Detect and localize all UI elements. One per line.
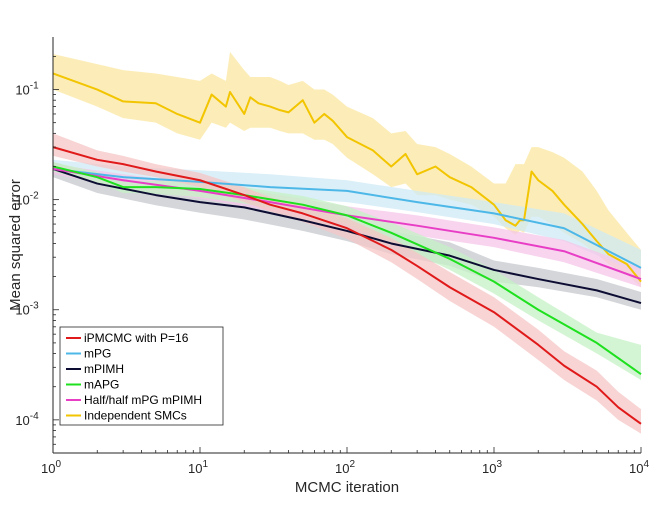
x-tick-label: 100	[41, 459, 61, 476]
y-tick-label: 10-3	[15, 301, 39, 318]
legend-label-mpg: mPG	[84, 347, 111, 361]
series-line-independent-smcs	[52, 72, 642, 283]
y-ticks: 10-4 10-3 10-2 10-1	[15, 55, 59, 454]
legend-label-mapg: mAPG	[84, 378, 119, 392]
legend-label-independent-smcs: Independent SMCs	[84, 409, 187, 423]
legend-label-half-half-mpg-mpimh: Half/half mPG mPIMH	[84, 393, 202, 407]
band-ipmcmc-with-p-16	[53, 133, 641, 434]
legend-label-mpimh: mPIMH	[84, 362, 124, 376]
x-tick-label: 101	[188, 459, 208, 476]
y-tick-label: 10-4	[15, 411, 39, 428]
series-lines	[52, 72, 642, 425]
series-line-ipmcmc-with-p-16	[52, 146, 642, 425]
band-independent-smcs	[53, 51, 641, 288]
legend-box	[59, 326, 224, 426]
series-line-mapg	[52, 165, 642, 375]
legend-label-ipmcmc-with-p-16: iPMCMC with P=16	[84, 331, 189, 345]
y-tick-label: 10-2	[15, 191, 39, 208]
y-tick-label: 10-1	[15, 81, 39, 98]
x-tick-label: 102	[335, 459, 355, 476]
x-ticks: 100 101 102 103 104	[41, 447, 649, 476]
series-line-mpg	[52, 167, 642, 269]
x-tick-label: 103	[482, 459, 502, 476]
x-axis-label: MCMC iteration	[295, 479, 399, 496]
y-axis-label: Mean squared error	[7, 179, 24, 311]
series-line-mpimh	[52, 168, 642, 305]
x-tick-label: 104	[629, 459, 649, 476]
